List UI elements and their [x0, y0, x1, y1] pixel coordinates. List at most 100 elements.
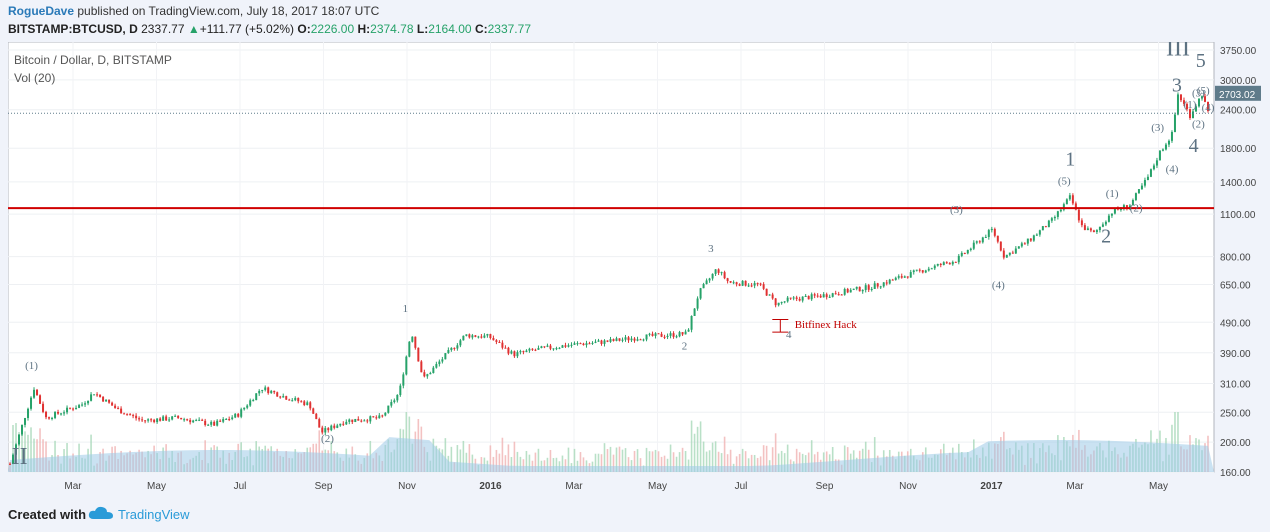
candle-body	[561, 345, 564, 348]
candle-body	[1161, 149, 1164, 151]
volume-bar	[696, 426, 699, 472]
wave-annotation: 3	[1172, 74, 1182, 96]
volume-bar	[90, 434, 92, 472]
candle-body	[84, 403, 87, 405]
candle-body	[555, 348, 558, 350]
candle-body	[1113, 208, 1116, 214]
high-value: 2374.78	[370, 22, 414, 36]
volume-bar	[720, 453, 723, 472]
wave-annotation: (1)	[25, 360, 38, 372]
candle-body	[825, 294, 828, 298]
candle-body	[693, 308, 696, 316]
candle-body	[1185, 103, 1188, 110]
candle-body	[741, 280, 744, 286]
volume-bar	[693, 433, 696, 472]
candle-body	[87, 400, 90, 404]
candle-body	[378, 415, 381, 419]
wave-annotation: (1)	[1184, 99, 1197, 111]
candle-body	[813, 294, 816, 296]
candle-body	[459, 340, 462, 346]
candle-body	[759, 283, 762, 285]
candle-body	[657, 333, 660, 335]
candle-body	[468, 334, 471, 338]
candle-body	[1182, 100, 1185, 104]
candle-body	[516, 352, 519, 357]
volume-bar	[45, 441, 47, 472]
volume-bar	[450, 446, 453, 472]
candle-body	[324, 428, 327, 433]
candle-body	[510, 351, 513, 354]
wave-annotation: (4)	[1166, 164, 1179, 176]
close-label: C:	[474, 22, 488, 36]
wave-annotation: II	[12, 444, 28, 470]
volume-bar	[573, 448, 576, 472]
author-name[interactable]: RogueDave	[8, 4, 75, 18]
candle-body	[1164, 144, 1167, 150]
candle-body	[1014, 248, 1017, 254]
candle-body	[474, 335, 477, 337]
candle-body	[687, 329, 690, 332]
candle-body	[108, 399, 111, 403]
wave-annotation: (3)	[1151, 122, 1164, 134]
candle-body	[543, 346, 546, 348]
candle-body	[297, 398, 300, 402]
volume-bar	[831, 446, 834, 472]
candle-body	[282, 396, 285, 398]
x-tick-label: 2016	[479, 481, 502, 492]
candle-body	[399, 385, 402, 395]
candle-body	[51, 417, 54, 419]
candle-body	[945, 262, 948, 264]
candle-body	[273, 390, 276, 393]
candle-body	[348, 419, 351, 422]
candle-body	[228, 419, 231, 421]
volume-bar	[759, 456, 762, 472]
volume-bar	[744, 451, 747, 472]
candle-body	[1008, 252, 1011, 255]
tradingview-brand[interactable]: TradingView	[118, 507, 190, 522]
volume-bar	[456, 445, 459, 472]
candle-body	[318, 419, 321, 428]
candle-body	[1092, 230, 1095, 233]
volume-bar	[651, 451, 654, 472]
candle-body	[366, 420, 369, 422]
volume-bar	[462, 440, 465, 472]
candle-body	[504, 347, 507, 349]
candle-body	[186, 419, 189, 421]
candle-body	[705, 280, 708, 285]
candle-body	[390, 402, 393, 406]
candle-body	[1125, 205, 1128, 209]
candle-body	[42, 403, 45, 412]
volume-bar	[444, 438, 447, 472]
chart-area[interactable]: (1) II (2) 1 2 3 4 Bitfinex Hack (3) (4) 1 (5) (1) 2(…	[8, 42, 1262, 492]
candle-body	[915, 269, 918, 271]
candle-body	[669, 333, 672, 336]
candle-body	[870, 288, 873, 290]
candle-body	[465, 334, 468, 336]
candle-body	[810, 294, 813, 300]
candle-body	[1047, 220, 1050, 228]
candle-body	[1110, 213, 1113, 216]
candle-body	[477, 336, 480, 338]
candle-body	[888, 279, 891, 284]
volume-bar	[36, 439, 38, 472]
volume-bar	[702, 441, 705, 472]
candle-body	[873, 283, 876, 289]
volume-bar	[594, 453, 597, 472]
volume-bar	[723, 436, 726, 472]
candle-body	[921, 270, 924, 273]
volume-bar	[771, 447, 774, 472]
wave-annotation: (1)	[1106, 188, 1119, 200]
candle-body	[168, 419, 171, 421]
volume-bar	[603, 443, 606, 472]
candle-body	[225, 419, 228, 421]
candle-body	[291, 400, 294, 402]
volume-bar	[624, 448, 627, 472]
volume-bar	[519, 456, 522, 472]
candle-body	[333, 425, 336, 428]
candle-body	[216, 420, 219, 426]
wave-annotation: (2)	[1192, 119, 1205, 131]
candle-body	[300, 401, 303, 403]
volume-bar	[468, 444, 471, 472]
last-price-badge	[1215, 85, 1261, 101]
